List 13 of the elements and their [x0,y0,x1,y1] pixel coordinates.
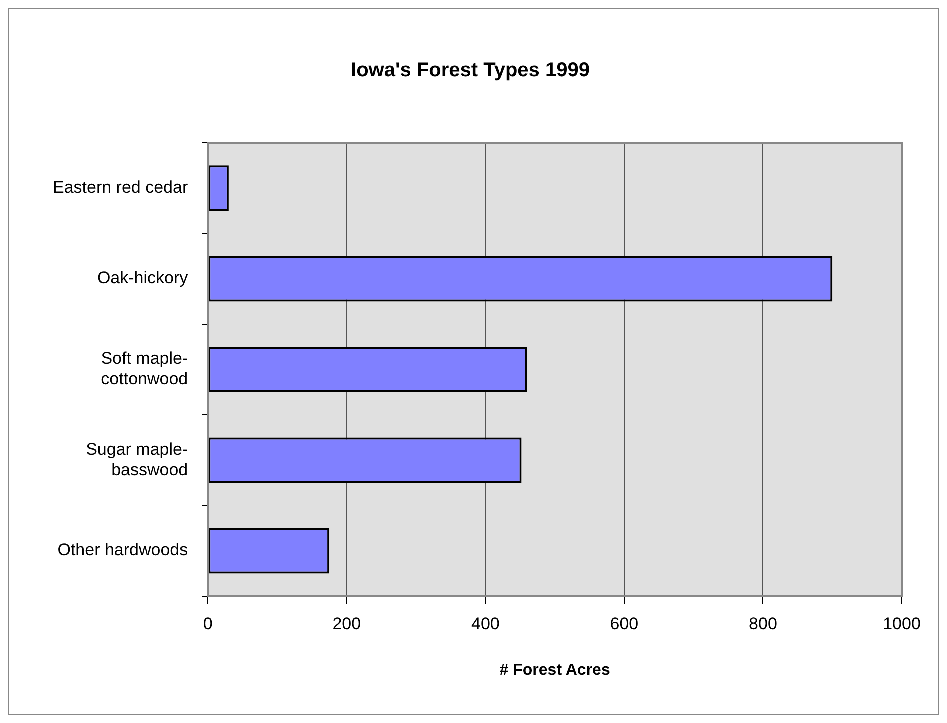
chart-title: Iowa's Forest Types 1999 [351,60,590,82]
x-tick-label: 0 [203,614,213,634]
x-axis-title: # Forest Acres [500,662,610,679]
x-tick-label: 200 [332,614,362,634]
x-tick-label: 400 [471,614,500,634]
y-tick-label: Eastern red cedar [52,178,188,198]
x-tick-label: 600 [610,614,639,634]
y-tick-label: Other hardwoods [58,540,188,560]
y-tick-label: Soft maple-cottonwood [101,349,188,389]
x-tick-label: 1000 [883,614,921,634]
y-tick-label: Sugar maple-basswood [86,440,188,480]
y-tick-label: Oak-hickory [97,268,189,288]
x-tick-label: 800 [749,614,778,634]
